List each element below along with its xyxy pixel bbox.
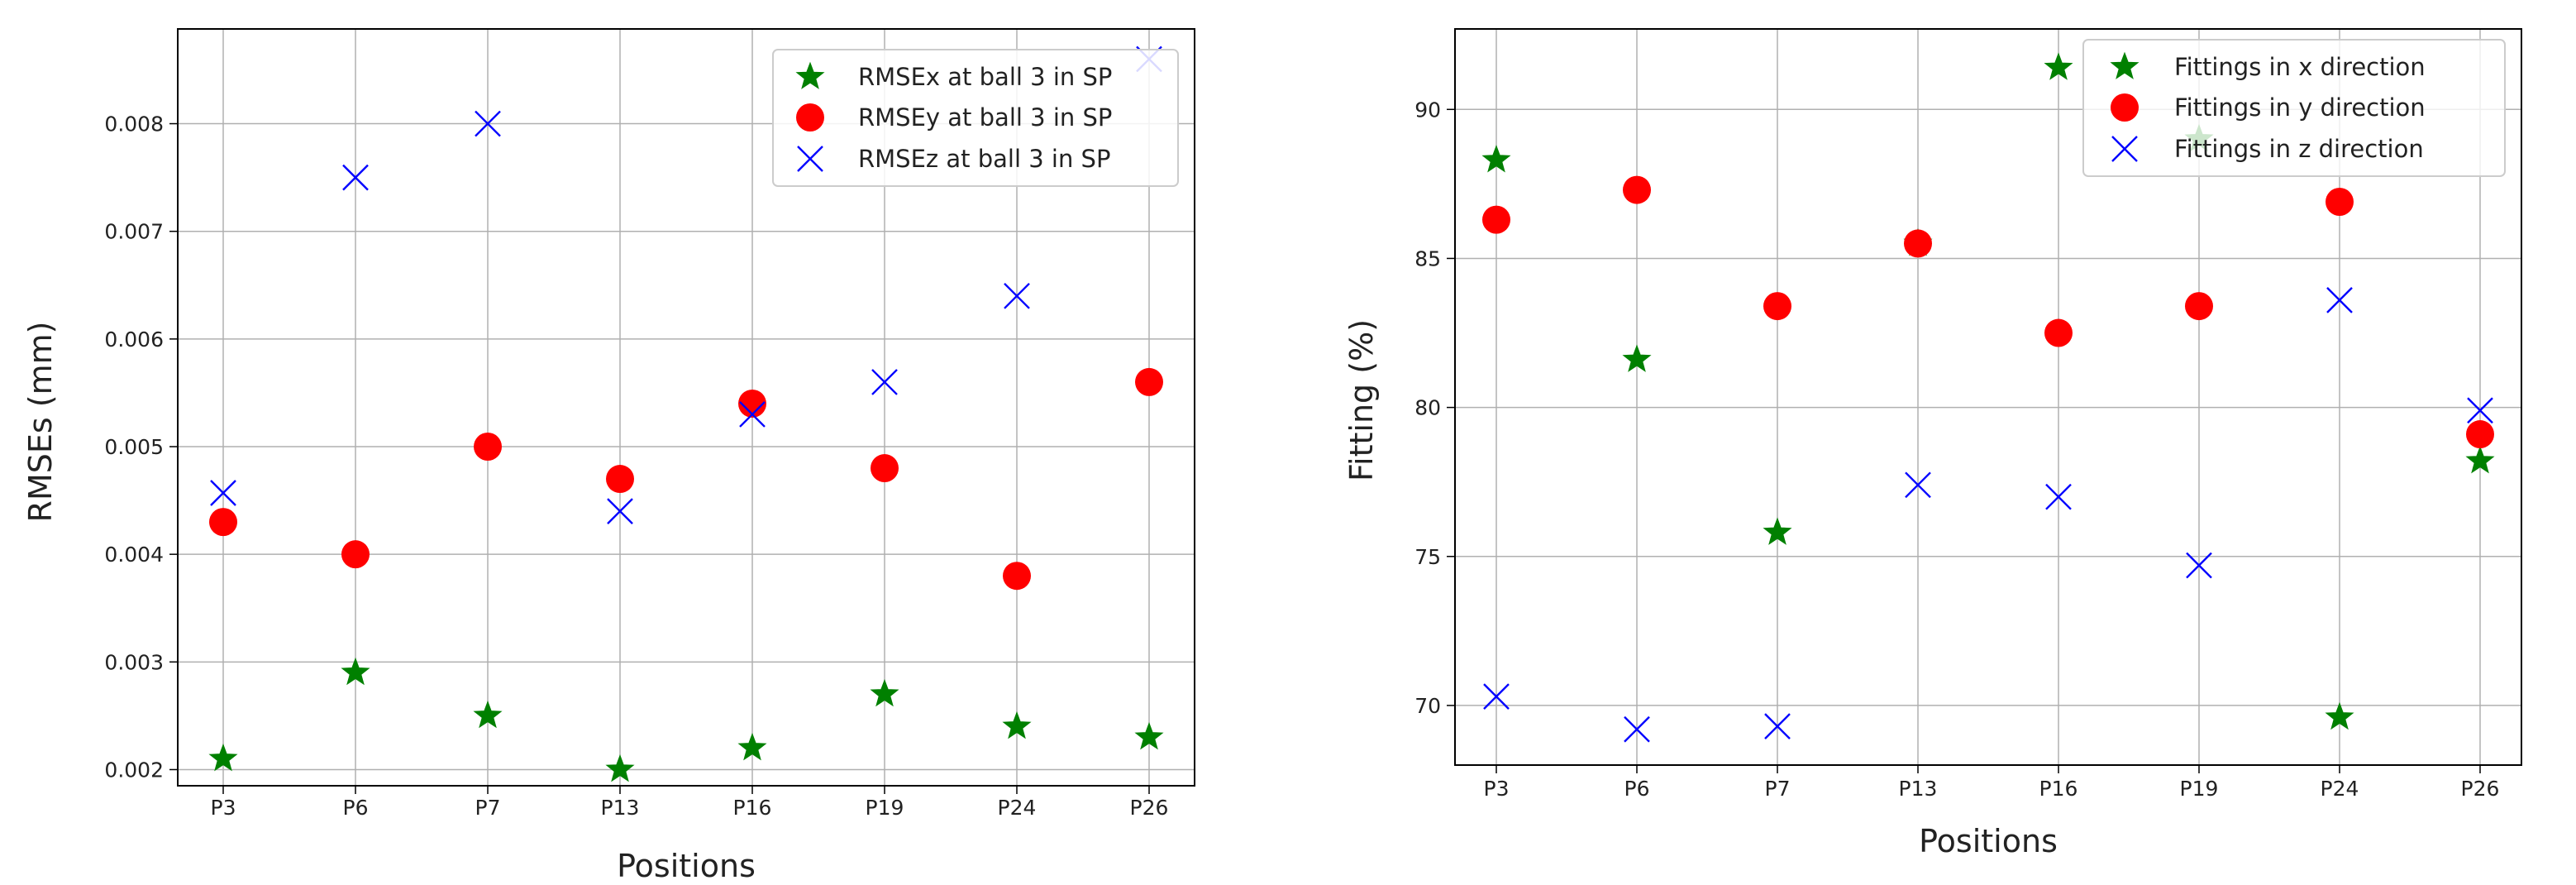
rmse-chart: P3 P6 P7 P13 P16 P19 P24 P26 0.002 0.003 0.004 0.00… xyxy=(22,28,1195,884)
rmse-point-z-p6 xyxy=(342,164,369,191)
fitting-point-y-p19 xyxy=(2185,292,2213,321)
rmse-plot-frame xyxy=(177,28,1195,787)
fitting-point-x-p3 xyxy=(1481,145,1511,173)
rmse-legend-label-z: RMSEz at ball 3 in SP xyxy=(858,145,1110,173)
rmse-y-tick-label: 0.006 xyxy=(104,328,164,352)
rmse-point-z-p13 xyxy=(607,498,633,524)
fitting-point-x-p7 xyxy=(1763,517,1792,545)
fitting-legend-marker-x xyxy=(2110,51,2140,79)
rmse-point-y-p19 xyxy=(871,454,899,483)
fitting-legend: Fittings in x direction Fittings in y di… xyxy=(2082,39,2506,177)
rmse-legend-label-x: RMSEx at ball 3 in SP xyxy=(858,63,1112,91)
fitting-legend-box xyxy=(2082,39,2506,177)
fitting-point-x-p6 xyxy=(1622,344,1652,372)
fitting-x-tick-label: P6 xyxy=(1624,777,1650,801)
rmse-legend-marker-x xyxy=(795,61,825,89)
fitting-x-tick-label: P19 xyxy=(2180,777,2219,801)
fitting-x-axis-label: Positions xyxy=(1919,823,2058,859)
rmse-y-tick-label: 0.005 xyxy=(104,435,164,459)
fitting-y-tick-label: 80 xyxy=(1414,396,1441,420)
rmse-point-x-p16 xyxy=(737,733,767,761)
fitting-x-tick-label: P7 xyxy=(1765,777,1791,801)
rmse-point-y-p16 xyxy=(738,389,766,418)
rmse-x-tick-label: P24 xyxy=(998,796,1037,820)
rmse-y-tick-label: 0.004 xyxy=(104,543,164,567)
fitting-point-z-p26 xyxy=(2467,397,2493,424)
rmse-y-tick-label: 0.008 xyxy=(104,112,164,136)
rmse-legend-marker-z xyxy=(797,146,823,172)
fitting-point-y-p13 xyxy=(1904,229,1932,258)
rmse-point-y-p13 xyxy=(606,465,634,494)
rmse-point-z-p16 xyxy=(739,401,766,428)
fitting-legend-label-x: Fittings in x direction xyxy=(2174,53,2426,81)
rmse-point-z-p24 xyxy=(1004,282,1030,309)
rmse-point-x-p3 xyxy=(208,744,238,772)
rmse-point-x-p13 xyxy=(605,754,635,782)
fitting-plot-frame xyxy=(1454,28,2522,766)
rmse-legend: RMSEx at ball 3 in SP RMSEy at ball 3 in… xyxy=(772,49,1179,187)
fitting-legend-label-z: Fittings in z direction xyxy=(2174,135,2424,163)
fitting-point-x-p16 xyxy=(2044,52,2073,80)
fitting-y-tick-label: 85 xyxy=(1414,246,1441,270)
fitting-point-z-p3 xyxy=(1483,683,1510,710)
fitting-point-z-p24 xyxy=(2326,287,2353,313)
rmse-x-tick-label: P6 xyxy=(343,796,369,820)
fitting-x-tick-label: P26 xyxy=(2461,777,2500,801)
rmse-point-x-p6 xyxy=(341,657,370,686)
rmse-point-z-p3 xyxy=(210,480,236,506)
rmse-point-y-p7 xyxy=(474,433,502,462)
fitting-x-tick-label: P16 xyxy=(2039,777,2078,801)
rmse-point-z-p19 xyxy=(871,369,898,395)
rmse-y-axis-label: RMSEs (mm) xyxy=(22,322,59,523)
fitting-legend-marker-y xyxy=(2111,93,2139,122)
fitting-x-tick-label: P24 xyxy=(2321,777,2359,801)
rmse-x-tick-label: P19 xyxy=(866,796,904,820)
fitting-point-y-p24 xyxy=(2326,187,2354,216)
fitting-chart: P3 P6 P7 P13 P16 P19 P24 P26 70 75 80 85 90 Position… xyxy=(1343,28,2522,859)
rmse-point-x-p7 xyxy=(473,700,503,729)
rmse-x-tick-label: P26 xyxy=(1130,796,1169,820)
rmse-point-y-p26 xyxy=(1135,367,1163,396)
fitting-point-y-p26 xyxy=(2466,420,2494,449)
rmse-y-tick-label: 0.002 xyxy=(104,758,164,782)
fitting-point-y-p6 xyxy=(1623,175,1651,204)
rmse-x-tick-label: P16 xyxy=(733,796,772,820)
fitting-point-y-p16 xyxy=(2044,318,2073,347)
rmse-x-tick-label: P3 xyxy=(211,796,236,820)
rmse-x-tick-label: P13 xyxy=(601,796,640,820)
rmse-y-tick-label: 0.007 xyxy=(104,220,164,244)
fitting-point-x-p26 xyxy=(2465,446,2495,474)
fitting-point-z-p7 xyxy=(1764,713,1791,740)
rmse-legend-box xyxy=(772,49,1179,187)
fitting-point-y-p7 xyxy=(1763,292,1791,321)
fitting-x-tick-label: P3 xyxy=(1484,777,1510,801)
fitting-x-tick-label: P13 xyxy=(1899,777,1938,801)
fitting-point-z-p19 xyxy=(2186,552,2212,579)
rmse-x-tick-label: P7 xyxy=(475,796,501,820)
rmse-point-x-p24 xyxy=(1002,710,1032,739)
rmse-y-tick-label: 0.003 xyxy=(104,650,164,674)
rmse-point-x-p26 xyxy=(1134,722,1164,750)
fitting-point-z-p6 xyxy=(1624,715,1650,743)
rmse-point-z-p7 xyxy=(475,110,501,137)
fitting-y-tick-label: 90 xyxy=(1414,98,1441,122)
rmse-x-axis-label: Positions xyxy=(617,848,756,884)
fitting-point-z-p16 xyxy=(2045,483,2072,510)
rmse-legend-label-y: RMSEy at ball 3 in SP xyxy=(858,103,1112,132)
fitting-point-z-p13 xyxy=(1905,471,1931,499)
fitting-y-tick-label: 70 xyxy=(1414,694,1441,718)
rmse-point-y-p24 xyxy=(1003,562,1031,591)
rmse-legend-marker-y xyxy=(796,103,824,132)
fitting-point-y-p3 xyxy=(1482,205,1510,234)
fitting-legend-marker-z xyxy=(2111,136,2138,162)
rmse-point-y-p3 xyxy=(209,508,237,537)
rmse-point-y-p6 xyxy=(341,540,370,569)
fitting-legend-label-y: Fittings in y direction xyxy=(2174,93,2426,122)
fitting-y-axis-label: Fitting (%) xyxy=(1343,319,1380,481)
rmse-point-x-p19 xyxy=(870,678,899,707)
fitting-y-tick-label: 75 xyxy=(1414,545,1441,569)
fitting-point-x-p24 xyxy=(2325,701,2354,730)
